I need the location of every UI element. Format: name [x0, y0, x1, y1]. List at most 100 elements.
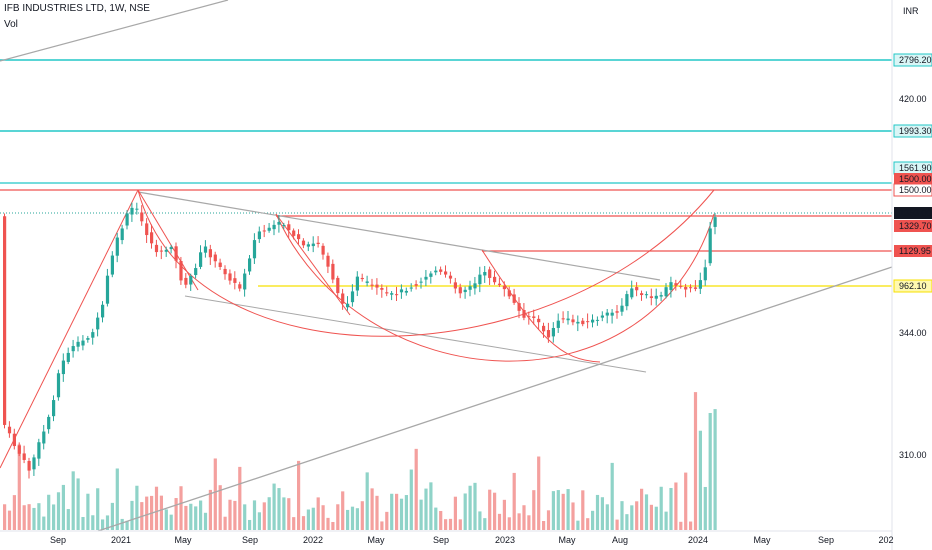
chart-title: IFB INDUSTRIES LTD, 1W, NSE — [4, 3, 150, 14]
candle-body — [654, 295, 658, 299]
volume-bar — [120, 518, 124, 530]
volume-bar — [47, 494, 51, 530]
volume-bar — [56, 492, 61, 530]
trend-line[interactable] — [0, 0, 229, 62]
volume-bar — [306, 509, 310, 530]
candle-body — [135, 208, 139, 210]
candle-body — [179, 261, 183, 281]
red-arc[interactable] — [275, 213, 715, 362]
volume-bar — [311, 507, 315, 530]
candle-body — [497, 283, 502, 285]
candle-body — [586, 321, 590, 323]
candles — [3, 202, 717, 479]
candle-body — [61, 360, 65, 375]
volume-bar — [551, 491, 555, 530]
candle-body — [644, 294, 649, 296]
volume-bar — [684, 472, 688, 530]
candle-body — [91, 332, 95, 338]
volume-bar — [199, 500, 203, 530]
candle-body — [81, 340, 85, 346]
volume-bar — [434, 507, 438, 530]
red-trend-line[interactable] — [0, 189, 139, 469]
candle-body — [507, 290, 511, 297]
candle-body — [439, 269, 443, 272]
volume-bar — [556, 490, 560, 530]
time-tick-label: Sep — [50, 535, 66, 545]
candle-body — [679, 285, 683, 287]
volume-bar — [52, 504, 56, 530]
candle-body — [341, 293, 345, 304]
candle-body — [238, 284, 242, 289]
volume-bar — [326, 517, 330, 530]
candle-body — [664, 287, 668, 297]
price-tag-label: 1500.00 — [899, 174, 932, 184]
volume-bar — [429, 482, 433, 530]
price-tag-box — [894, 245, 932, 257]
price-tags: 2796.201993.301561.901500.001500.001353.… — [893, 53, 932, 293]
candle-body — [365, 281, 369, 283]
volume-bar — [395, 493, 399, 530]
candle-body — [414, 284, 418, 286]
candle-body — [419, 281, 423, 283]
volume-bar — [223, 516, 227, 530]
time-tick-label: May — [558, 535, 576, 545]
volume-bar — [635, 501, 639, 530]
volume-bar — [375, 495, 379, 530]
trend-line[interactable] — [97, 266, 893, 532]
volume-bar — [110, 502, 114, 530]
price-tag-box — [893, 124, 932, 138]
red-arc[interactable] — [137, 189, 715, 337]
candle-body — [689, 287, 693, 289]
candle-body — [620, 305, 624, 312]
candle-body — [380, 288, 384, 290]
candle-body — [311, 243, 315, 247]
volume-bar — [86, 493, 90, 530]
red-arc[interactable] — [481, 249, 601, 363]
volume-bar — [600, 497, 604, 530]
candle-body — [649, 296, 653, 299]
volume-bar — [238, 466, 242, 530]
candle-body — [120, 228, 124, 241]
volume-bar — [169, 514, 173, 530]
volume-bar — [463, 493, 467, 530]
time-tick-label: 2021 — [111, 535, 131, 545]
candle-body — [272, 224, 276, 230]
candle-body — [600, 315, 604, 318]
candle-body — [52, 400, 56, 417]
candle-body — [483, 272, 487, 276]
volume-bar — [581, 490, 585, 530]
candle-body — [292, 230, 296, 236]
price-tag-label: 962.10 — [899, 281, 927, 291]
candle-body — [145, 223, 149, 236]
volume-bar — [71, 471, 75, 530]
time-tick-label: 2022 — [303, 535, 323, 545]
candle-body — [674, 283, 678, 286]
volume-bar — [208, 489, 212, 530]
candle-body — [27, 460, 31, 471]
candle-body — [713, 217, 717, 227]
candle-body — [267, 227, 271, 231]
candle-body — [164, 249, 168, 252]
candle-body — [154, 244, 159, 253]
volume-bar — [708, 412, 712, 530]
volume-bar — [130, 500, 134, 530]
trend-line[interactable] — [184, 295, 647, 373]
price-tick-label: 420.00 — [899, 94, 927, 104]
volume-bar — [546, 510, 551, 530]
red-trend-line[interactable] — [137, 189, 199, 291]
volume-bar — [331, 521, 335, 530]
volume-bar — [27, 504, 31, 530]
candle-body — [316, 242, 320, 245]
candle-body — [399, 289, 404, 293]
volume-bar — [22, 505, 26, 530]
volume-bar — [532, 490, 536, 530]
candle-body — [277, 221, 281, 225]
price-tag-box — [893, 279, 932, 293]
volume-bar — [664, 511, 668, 530]
volume-bar — [610, 462, 614, 530]
volume-bar — [448, 518, 453, 530]
volume-bar — [620, 501, 624, 530]
candle-body — [360, 277, 364, 280]
trend-line[interactable] — [137, 191, 661, 281]
